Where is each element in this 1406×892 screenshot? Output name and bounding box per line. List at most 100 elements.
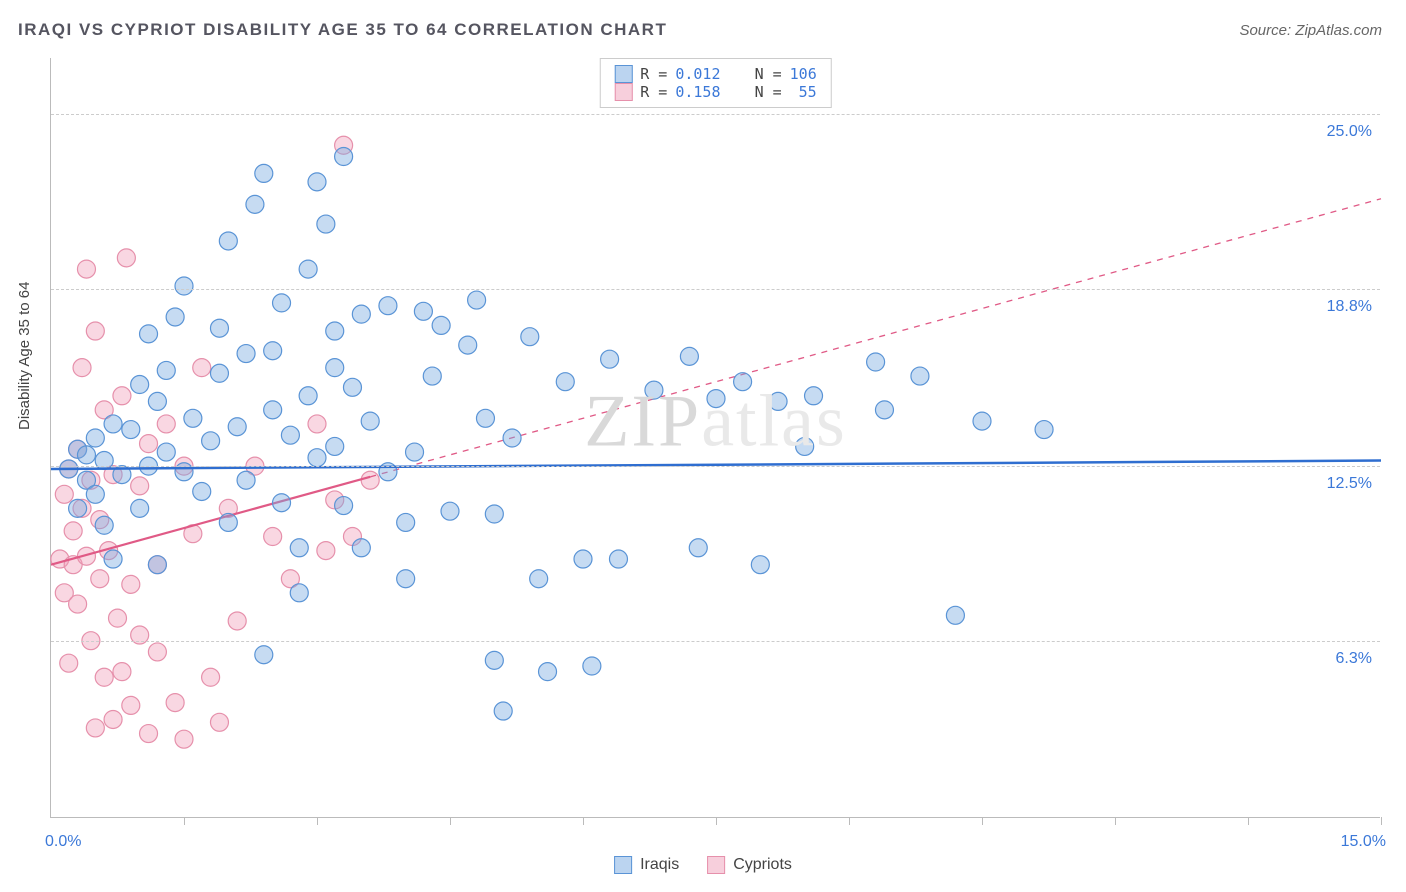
- cypriots-point: [131, 477, 149, 495]
- iraqis-point: [689, 539, 707, 557]
- swatch-pink-icon: [614, 83, 632, 101]
- x-tick: [716, 817, 717, 825]
- iraqis-point: [352, 305, 370, 323]
- iraqis-point: [796, 437, 814, 455]
- iraqis-point: [414, 302, 432, 320]
- cypriots-point: [64, 522, 82, 540]
- swatch-blue-icon: [614, 65, 632, 83]
- chart-title: IRAQI VS CYPRIOT DISABILITY AGE 35 TO 64…: [18, 20, 667, 40]
- iraqis-point: [193, 482, 211, 500]
- iraqis-point: [77, 446, 95, 464]
- iraqis-point: [645, 381, 663, 399]
- cypriots-point: [122, 575, 140, 593]
- source-label: Source: ZipAtlas.com: [1239, 22, 1382, 39]
- legend-correlation: R = 0.012 N = 106 R = 0.158 N = 55: [599, 58, 832, 108]
- iraqis-point: [680, 347, 698, 365]
- legend-series: Iraqis Cypriots: [614, 856, 792, 874]
- iraqis-point: [69, 499, 87, 517]
- cypriots-point: [193, 359, 211, 377]
- cypriots-point: [86, 322, 104, 340]
- plot-svg: [51, 58, 1380, 817]
- cypriots-point: [140, 725, 158, 743]
- iraqis-point: [751, 556, 769, 574]
- iraqis-point: [397, 513, 415, 531]
- y-axis-label: Disability Age 35 to 64: [16, 282, 33, 430]
- iraqis-point: [601, 350, 619, 368]
- cypriots-point: [95, 668, 113, 686]
- cypriots-point: [91, 570, 109, 588]
- iraqis-point: [104, 550, 122, 568]
- iraqis-point: [228, 418, 246, 436]
- legend-label-iraqis: Iraqis: [640, 856, 679, 874]
- n-label: N =: [755, 65, 782, 83]
- cypriots-point: [264, 528, 282, 546]
- cypriots-point: [113, 663, 131, 681]
- iraqis-point: [148, 556, 166, 574]
- gridline: [51, 114, 1380, 115]
- legend-item-iraqis: Iraqis: [614, 856, 679, 874]
- iraqis-point: [459, 336, 477, 354]
- n-value-iraqis: 106: [790, 65, 817, 83]
- cypriots-point: [104, 710, 122, 728]
- x-tick: [1381, 817, 1382, 825]
- iraqis-point: [86, 485, 104, 503]
- swatch-pink-icon: [707, 856, 725, 874]
- iraqis-point: [583, 657, 601, 675]
- gridline: [51, 466, 1380, 467]
- iraqis-point: [157, 361, 175, 379]
- cypriots-point: [86, 719, 104, 737]
- legend-row-iraqis: R = 0.012 N = 106: [614, 65, 817, 83]
- iraqis-point: [335, 497, 353, 515]
- iraqis-point: [441, 502, 459, 520]
- x-tick: [1248, 817, 1249, 825]
- x-tick: [1115, 817, 1116, 825]
- cypriots-point: [148, 643, 166, 661]
- r-value-iraqis: 0.012: [675, 65, 720, 83]
- cypriots-point: [140, 435, 158, 453]
- cypriots-point: [361, 471, 379, 489]
- iraqis-point: [911, 367, 929, 385]
- plot-area: ZIPatlas R = 0.012 N = 106 R = 0.158 N =…: [50, 58, 1380, 818]
- iraqis-point: [219, 232, 237, 250]
- gridline: [51, 641, 1380, 642]
- iraqis-point: [946, 606, 964, 624]
- iraqis-point: [246, 195, 264, 213]
- iraqis-point: [104, 415, 122, 433]
- iraqis-point: [273, 294, 291, 312]
- cypriots-point: [60, 654, 78, 672]
- cypriots-point: [77, 260, 95, 278]
- iraqis-point: [503, 429, 521, 447]
- iraqis-point: [707, 390, 725, 408]
- cypriots-point: [202, 668, 220, 686]
- iraqis-point: [290, 539, 308, 557]
- iraqis-point: [379, 297, 397, 315]
- y-tick-label: 12.5%: [1327, 475, 1372, 493]
- iraqis-point: [184, 409, 202, 427]
- iraqis-point: [335, 148, 353, 166]
- y-tick-label: 6.3%: [1336, 650, 1372, 668]
- iraqis-point: [202, 432, 220, 450]
- iraqis-point: [264, 342, 282, 360]
- cypriots-point: [308, 415, 326, 433]
- iraqis-point: [530, 570, 548, 588]
- cypriots-point: [166, 694, 184, 712]
- iraqis-point: [539, 663, 557, 681]
- iraqis-point: [95, 516, 113, 534]
- legend-item-cypriots: Cypriots: [707, 856, 792, 874]
- iraqis-point: [210, 319, 228, 337]
- iraqis-point: [166, 308, 184, 326]
- cypriots-point: [228, 612, 246, 630]
- iraqis-point: [485, 651, 503, 669]
- iraqis-point: [86, 429, 104, 447]
- iraqis-point: [299, 387, 317, 405]
- iraqis-point: [131, 376, 149, 394]
- n-label: N =: [755, 83, 782, 101]
- x-tick: [317, 817, 318, 825]
- iraqis-point: [609, 550, 627, 568]
- iraqis-point: [352, 539, 370, 557]
- cypriots-point: [175, 730, 193, 748]
- iraqis-point: [157, 443, 175, 461]
- cypriots-point: [210, 713, 228, 731]
- x-tick: [184, 817, 185, 825]
- cypriots-point: [157, 415, 175, 433]
